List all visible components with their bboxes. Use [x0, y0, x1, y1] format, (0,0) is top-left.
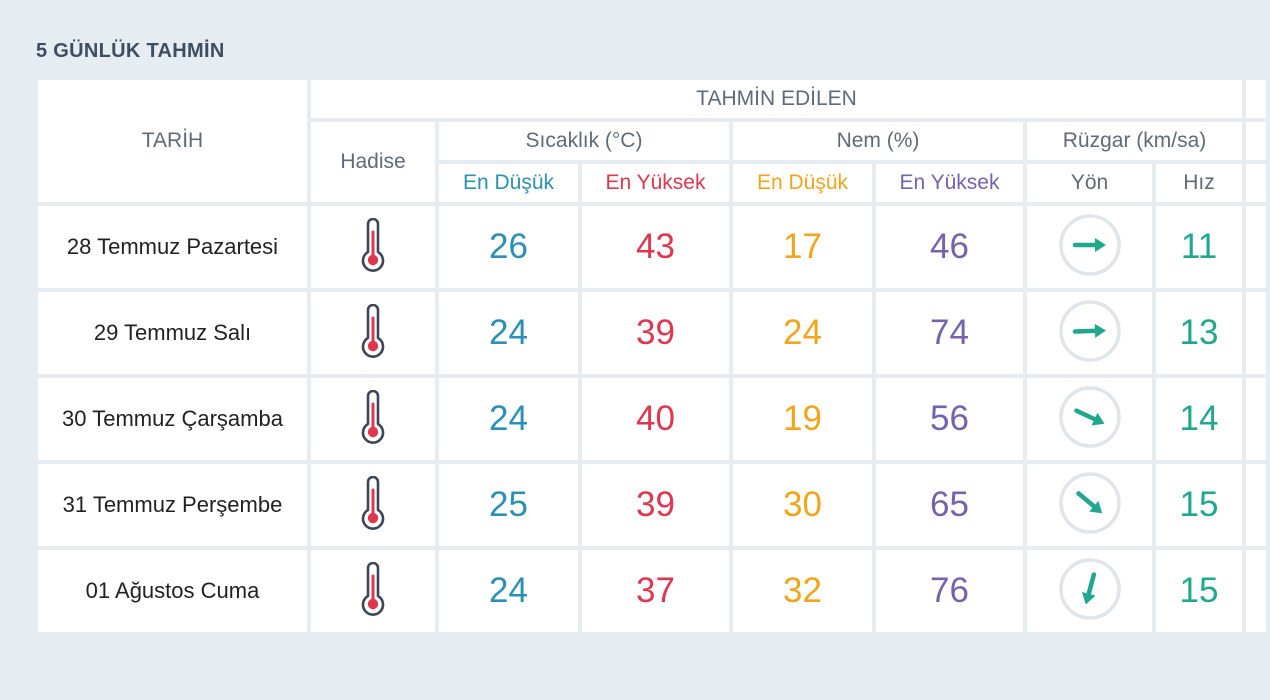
humidity-high-cell: 76	[876, 550, 1023, 632]
temp-low-cell: 24	[439, 550, 578, 632]
wind-speed-cell: 15	[1156, 464, 1242, 546]
date-cell: 30 Temmuz Çarşamba	[38, 378, 307, 460]
wind-speed-cell: 13	[1156, 292, 1242, 374]
wind-speed-cell: 11	[1156, 206, 1242, 288]
wind-direction-cell	[1027, 378, 1152, 460]
humidity-high-cell: 56	[876, 378, 1023, 460]
hadise-cell	[311, 378, 435, 460]
header-overflow-cell	[1246, 122, 1266, 160]
wind-speed-cell: 14	[1156, 378, 1242, 460]
forecast-panel: 5 GÜNLÜK TAHMİN TARİH TAHMİN EDİLEN Hadi…	[0, 6, 1270, 700]
date-cell: 31 Temmuz Perşembe	[38, 464, 307, 546]
header-temp-high: En Yüksek	[582, 164, 729, 202]
thermometer-icon	[359, 561, 387, 621]
temp-high-cell: 39	[582, 464, 729, 546]
header-nem: Nem (%)	[733, 122, 1023, 160]
table-row: 29 Temmuz Salı 24 39 24 74 13	[38, 292, 1266, 374]
table-row: 31 Temmuz Perşembe 25 39 30 65 15	[38, 464, 1266, 546]
wind-arrow-icon	[1058, 299, 1122, 368]
thermometer-icon	[359, 389, 387, 449]
wind-direction-cell	[1027, 292, 1152, 374]
humidity-low-cell: 32	[733, 550, 872, 632]
date-cell: 28 Temmuz Pazartesi	[38, 206, 307, 288]
date-cell: 29 Temmuz Salı	[38, 292, 307, 374]
page-title: 5 GÜNLÜK TAHMİN	[36, 40, 225, 62]
header-wind-direction: Yön	[1027, 164, 1152, 202]
overflow-cell	[1246, 292, 1266, 374]
temp-low-cell: 24	[439, 378, 578, 460]
header-overflow-cell	[1246, 164, 1266, 202]
overflow-cell	[1246, 378, 1266, 460]
wind-arrow-icon	[1058, 557, 1122, 626]
wind-direction-cell	[1027, 464, 1152, 546]
wind-direction-cell	[1027, 206, 1152, 288]
date-cell: 01 Ağustos Cuma	[38, 550, 307, 632]
humidity-low-cell: 19	[733, 378, 872, 460]
table-row: 01 Ağustos Cuma 24 37 32 76 15	[38, 550, 1266, 632]
humidity-high-cell: 74	[876, 292, 1023, 374]
humidity-low-cell: 24	[733, 292, 872, 374]
table-row: 28 Temmuz Pazartesi 26 43 17 46 11	[38, 206, 1266, 288]
humidity-high-cell: 65	[876, 464, 1023, 546]
header-hadise: Hadise	[311, 122, 435, 202]
overflow-cell	[1246, 464, 1266, 546]
forecast-table: TARİH TAHMİN EDİLEN Hadise Sıcaklık (°C)…	[34, 76, 1270, 636]
hadise-cell	[311, 206, 435, 288]
temp-high-cell: 37	[582, 550, 729, 632]
humidity-high-cell: 46	[876, 206, 1023, 288]
header-wind-speed: Hız	[1156, 164, 1242, 202]
thermometer-icon	[359, 303, 387, 363]
header-tarih: TARİH	[38, 80, 307, 202]
humidity-low-cell: 30	[733, 464, 872, 546]
header-tahmin-edilen: TAHMİN EDİLEN	[311, 80, 1242, 118]
wind-speed-cell: 15	[1156, 550, 1242, 632]
header-temp-low: En Düşük	[439, 164, 578, 202]
temp-low-cell: 26	[439, 206, 578, 288]
wind-arrow-icon	[1058, 471, 1122, 540]
wind-direction-cell	[1027, 550, 1152, 632]
hadise-cell	[311, 464, 435, 546]
header-ruzgar: Rüzgar (km/sa)	[1027, 122, 1242, 160]
wind-arrow-icon	[1058, 213, 1122, 282]
hadise-cell	[311, 550, 435, 632]
overflow-cell	[1246, 206, 1266, 288]
wind-arrow-icon	[1058, 385, 1122, 454]
temp-high-cell: 40	[582, 378, 729, 460]
temp-high-cell: 39	[582, 292, 729, 374]
table-row: 30 Temmuz Çarşamba 24 40 19 56 14	[38, 378, 1266, 460]
temp-low-cell: 25	[439, 464, 578, 546]
hadise-cell	[311, 292, 435, 374]
header-sicaklik: Sıcaklık (°C)	[439, 122, 729, 160]
header-humidity-high: En Yüksek	[876, 164, 1023, 202]
header-overflow-cell	[1246, 80, 1266, 118]
temp-low-cell: 24	[439, 292, 578, 374]
temp-high-cell: 43	[582, 206, 729, 288]
thermometer-icon	[359, 475, 387, 535]
header-humidity-low: En Düşük	[733, 164, 872, 202]
overflow-cell	[1246, 550, 1266, 632]
humidity-low-cell: 17	[733, 206, 872, 288]
thermometer-icon	[359, 217, 387, 277]
